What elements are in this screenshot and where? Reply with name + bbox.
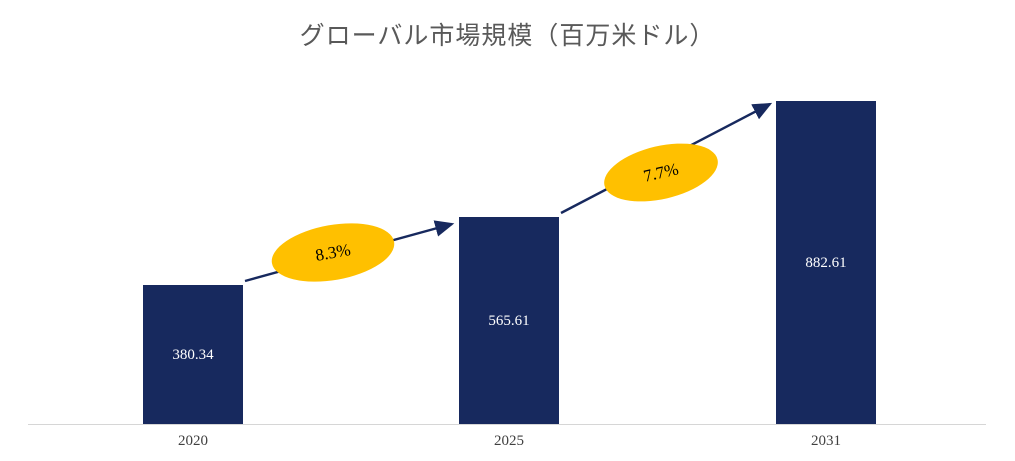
- chart-title: グローバル市場規模（百万米ドル）: [299, 23, 716, 50]
- cagr-label-2025-2031: 7.7%: [641, 158, 681, 186]
- x-axis-label-2020: 2020: [178, 433, 208, 449]
- x-axis-label-2025: 2025: [494, 433, 524, 449]
- bar-2031: 882.61: [776, 101, 876, 425]
- x-axis-line: [28, 424, 986, 425]
- cagr-badge-2020-2025: 8.3%: [267, 214, 399, 291]
- bar-value-2031: 882.61: [805, 254, 847, 271]
- cagr-badge-2025-2031: 7.7%: [598, 133, 724, 212]
- bar-value-2025: 565.61: [488, 312, 530, 329]
- x-axis-label-2031: 2031: [811, 433, 841, 449]
- bar-2020: 380.34: [143, 285, 243, 425]
- cagr-label-2020-2025: 8.3%: [313, 239, 352, 265]
- bar-value-2020: 380.34: [172, 346, 214, 363]
- bar-2025: 565.61: [459, 217, 559, 425]
